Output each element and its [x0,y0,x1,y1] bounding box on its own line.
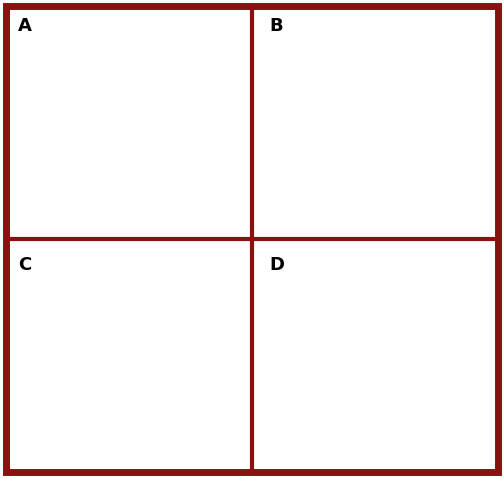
Bar [9,241,249,470]
Text: B: B [270,17,283,35]
Text: C: C [18,256,31,274]
Text: A: A [18,17,32,35]
Bar [255,241,495,470]
Bar [255,8,495,237]
Bar [9,8,249,237]
Text: D: D [270,256,285,274]
